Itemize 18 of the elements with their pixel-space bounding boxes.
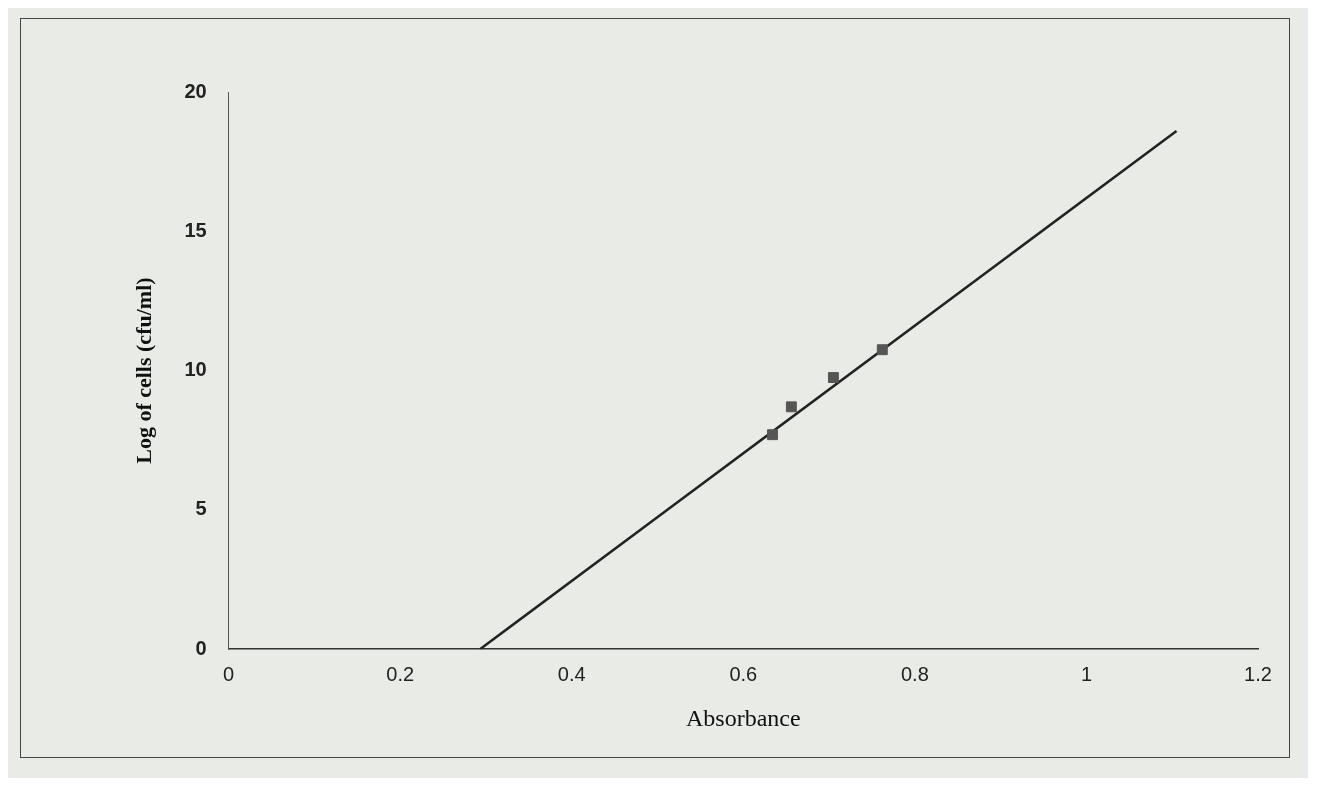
x-axis-title: Absorbance xyxy=(686,704,801,731)
x-tick-label: 1.2 xyxy=(1244,662,1272,685)
x-tick-label: 0.4 xyxy=(557,662,586,685)
y-tick-label: 0 xyxy=(195,636,207,659)
point xyxy=(827,372,839,384)
x-tick-label: 0.8 xyxy=(900,662,929,685)
y-tick-label: 20 xyxy=(184,79,207,102)
x-tick-label: 1 xyxy=(1080,662,1092,685)
y-tick-label: 15 xyxy=(184,218,207,241)
y-tick-label: 5 xyxy=(195,497,207,520)
x-tick-label: 0.2 xyxy=(386,662,415,685)
y-tick-label: 10 xyxy=(184,358,207,381)
point xyxy=(767,429,778,441)
y-axis-title: Log of cells (cfu/ml) xyxy=(130,277,156,464)
point xyxy=(876,344,888,356)
x-tick-label: 0 xyxy=(223,662,235,685)
point xyxy=(785,401,797,413)
x-tick-label: 0.6 xyxy=(729,662,758,685)
